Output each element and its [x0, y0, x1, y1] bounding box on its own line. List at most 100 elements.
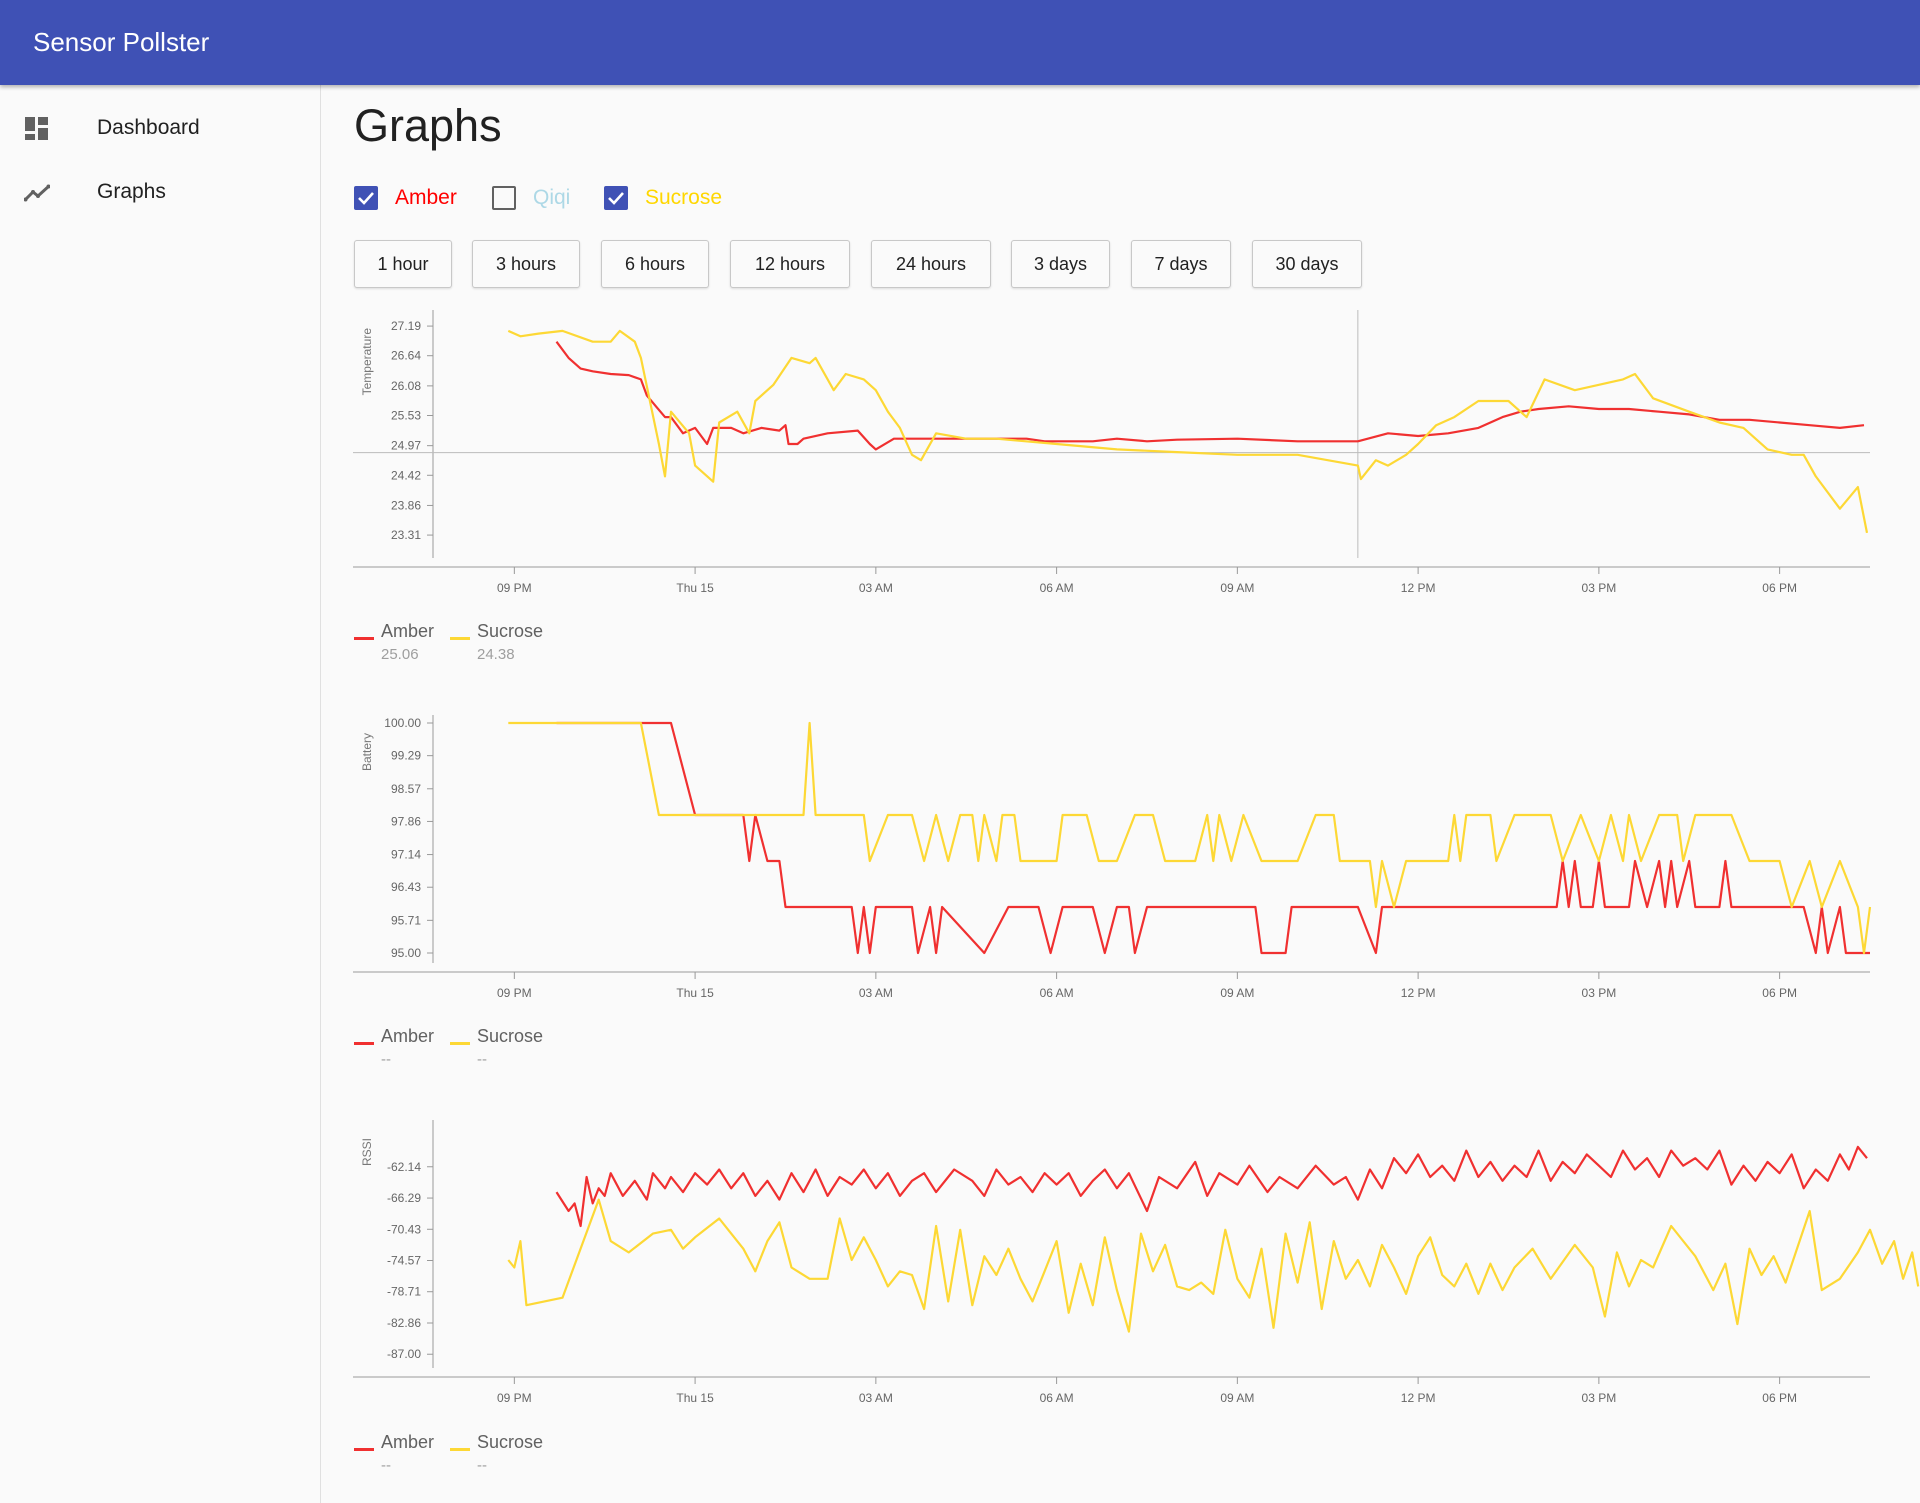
x-tick-label: 06 PM	[1762, 986, 1797, 1000]
check-icon	[358, 192, 374, 205]
legend-swatch-amber	[354, 1042, 374, 1045]
rssi-chart: -62.14 -66.29 -70.43 -74.57 -78.71 -82.86 -87.…	[321, 1110, 1920, 1410]
y-tick-label: 23.31	[391, 528, 421, 542]
x-tick-label: 03 AM	[859, 986, 893, 1000]
x-tick-label: 06 AM	[1040, 581, 1074, 595]
series-line-sucrose	[507, 329, 1869, 534]
y-tick-label: -78.71	[387, 1285, 421, 1299]
temperature-chart: 27.19 26.64 26.08 25.53 24.97 24.42 23.86 23.31…	[321, 300, 1920, 600]
legend-value: 25.06	[381, 646, 419, 663]
y-axis-label: Temperature	[360, 328, 374, 396]
y-tick-label: -70.43	[387, 1222, 421, 1236]
legend-swatch-amber	[354, 637, 374, 640]
sidebar: Dashboard Graphs	[0, 85, 321, 1503]
x-tick-label: 03 PM	[1582, 986, 1617, 1000]
x-tick-label: 06 PM	[1762, 581, 1797, 595]
sidebar-item-graphs[interactable]: Graphs	[0, 160, 320, 224]
y-tick-label: -87.00	[387, 1347, 421, 1361]
toggle-label-qiqi: Qiqi	[533, 186, 571, 209]
y-tick-label: 25.53	[391, 408, 421, 422]
y-tick-label: 26.08	[391, 379, 421, 393]
series-line-amber	[556, 721, 1870, 955]
rssi-chart-svg[interactable]: -62.14 -66.29 -70.43 -74.57 -78.71 -82.86 -87.…	[321, 1110, 1920, 1410]
toggle-label-sucrose: Sucrose	[645, 186, 723, 209]
range-button-1-hour[interactable]: 1 hour	[354, 240, 452, 288]
y-tick-label: 24.97	[391, 439, 421, 453]
x-tick-label: 09 PM	[497, 581, 532, 595]
toggle-qiqi[interactable]: Qiqi	[492, 183, 582, 213]
x-tick-label: 09 AM	[1220, 1391, 1254, 1405]
x-tick-label: 06 PM	[1762, 1391, 1797, 1405]
x-tick-label: 09 AM	[1220, 581, 1254, 595]
y-tick-label: 96.43	[391, 880, 421, 894]
range-button-24-hours[interactable]: 24 hours	[871, 240, 991, 288]
legend-item-sucrose[interactable]: Sucrose 24.38	[450, 621, 550, 671]
legend-value: --	[381, 1457, 391, 1474]
legend-swatch-sucrose	[450, 637, 470, 640]
temperature-chart-svg[interactable]: 27.19 26.64 26.08 25.53 24.97 24.42 23.86 23.31…	[321, 300, 1920, 600]
legend-name: Amber	[381, 621, 435, 641]
x-tick-label: 03 AM	[859, 581, 893, 595]
legend-name: Amber	[381, 1432, 435, 1452]
y-tick-label: 100.00	[384, 716, 421, 730]
range-button-6-hours[interactable]: 6 hours	[601, 240, 709, 288]
page-title: Graphs	[354, 100, 502, 151]
series-line-amber	[555, 1145, 1868, 1228]
y-tick-label: 24.42	[391, 468, 421, 482]
battery-chart-svg[interactable]: 100.00 99.29 98.57 97.86 97.14 96.43 95.71 95.0…	[321, 705, 1920, 1005]
x-tick-label: 06 AM	[1040, 986, 1074, 1000]
legend-name: Sucrose	[477, 1432, 544, 1452]
timeline-icon	[24, 184, 50, 202]
x-tick-label: 03 PM	[1582, 581, 1617, 595]
legend-item-amber[interactable]: Amber --	[354, 1026, 454, 1076]
y-axis-label: Battery	[360, 733, 374, 771]
legend-value: --	[381, 1051, 391, 1068]
legend-item-sucrose[interactable]: Sucrose --	[450, 1432, 550, 1482]
y-tick-label: 95.00	[391, 946, 421, 960]
legend-name: Amber	[381, 1026, 435, 1046]
range-button-7-days[interactable]: 7 days	[1131, 240, 1231, 288]
toggle-sucrose[interactable]: Sucrose	[604, 183, 734, 213]
x-tick-label: 03 AM	[859, 1391, 893, 1405]
app-title: Sensor Pollster	[33, 27, 210, 57]
range-button-30-days[interactable]: 30 days	[1252, 240, 1362, 288]
checkbox-qiqi[interactable]	[492, 186, 516, 210]
legend-swatch-sucrose	[450, 1448, 470, 1451]
legend-name: Sucrose	[477, 621, 544, 641]
x-tick-label: Thu 15	[676, 986, 714, 1000]
range-button-12-hours[interactable]: 12 hours	[730, 240, 850, 288]
x-tick-label: 12 PM	[1401, 986, 1436, 1000]
legend-name: Sucrose	[477, 1026, 544, 1046]
sidebar-item-dashboard[interactable]: Dashboard	[0, 96, 320, 160]
legend-item-amber[interactable]: Amber 25.06	[354, 621, 454, 671]
x-tick-label: 09 PM	[497, 1391, 532, 1405]
y-tick-label: -82.86	[387, 1316, 421, 1330]
checkbox-sucrose[interactable]	[604, 186, 628, 210]
legend-value: --	[477, 1457, 487, 1474]
legend-value: 24.38	[477, 646, 515, 663]
y-tick-label: 26.64	[391, 349, 421, 363]
legend-item-sucrose[interactable]: Sucrose --	[450, 1026, 550, 1076]
dashboard-icon	[25, 117, 48, 140]
main-content: Graphs Amber Qiqi Sucrose 1 hour 3 hours…	[321, 85, 1920, 1503]
x-tick-label: Thu 15	[676, 1391, 714, 1405]
toggle-amber[interactable]: Amber	[354, 183, 464, 213]
x-tick-label: 09 AM	[1220, 986, 1254, 1000]
check-icon	[608, 192, 624, 205]
range-button-3-hours[interactable]: 3 hours	[472, 240, 580, 288]
y-tick-label: -66.29	[387, 1191, 421, 1205]
sidebar-item-label: Dashboard	[97, 116, 200, 139]
x-tick-label: 06 AM	[1040, 1391, 1074, 1405]
legend-item-amber[interactable]: Amber --	[354, 1432, 454, 1482]
y-tick-label: 99.29	[391, 749, 421, 763]
x-tick-label: 09 PM	[497, 986, 532, 1000]
y-tick-label: 23.86	[391, 498, 421, 512]
sidebar-item-label: Graphs	[97, 180, 166, 203]
range-button-3-days[interactable]: 3 days	[1011, 240, 1110, 288]
x-tick-label: Thu 15	[676, 581, 714, 595]
y-axis-label: RSSI	[360, 1138, 374, 1166]
checkbox-amber[interactable]	[354, 186, 378, 210]
y-tick-label: 95.71	[391, 913, 421, 927]
toggle-label-amber: Amber	[395, 186, 457, 209]
y-tick-label: 97.14	[391, 848, 421, 862]
